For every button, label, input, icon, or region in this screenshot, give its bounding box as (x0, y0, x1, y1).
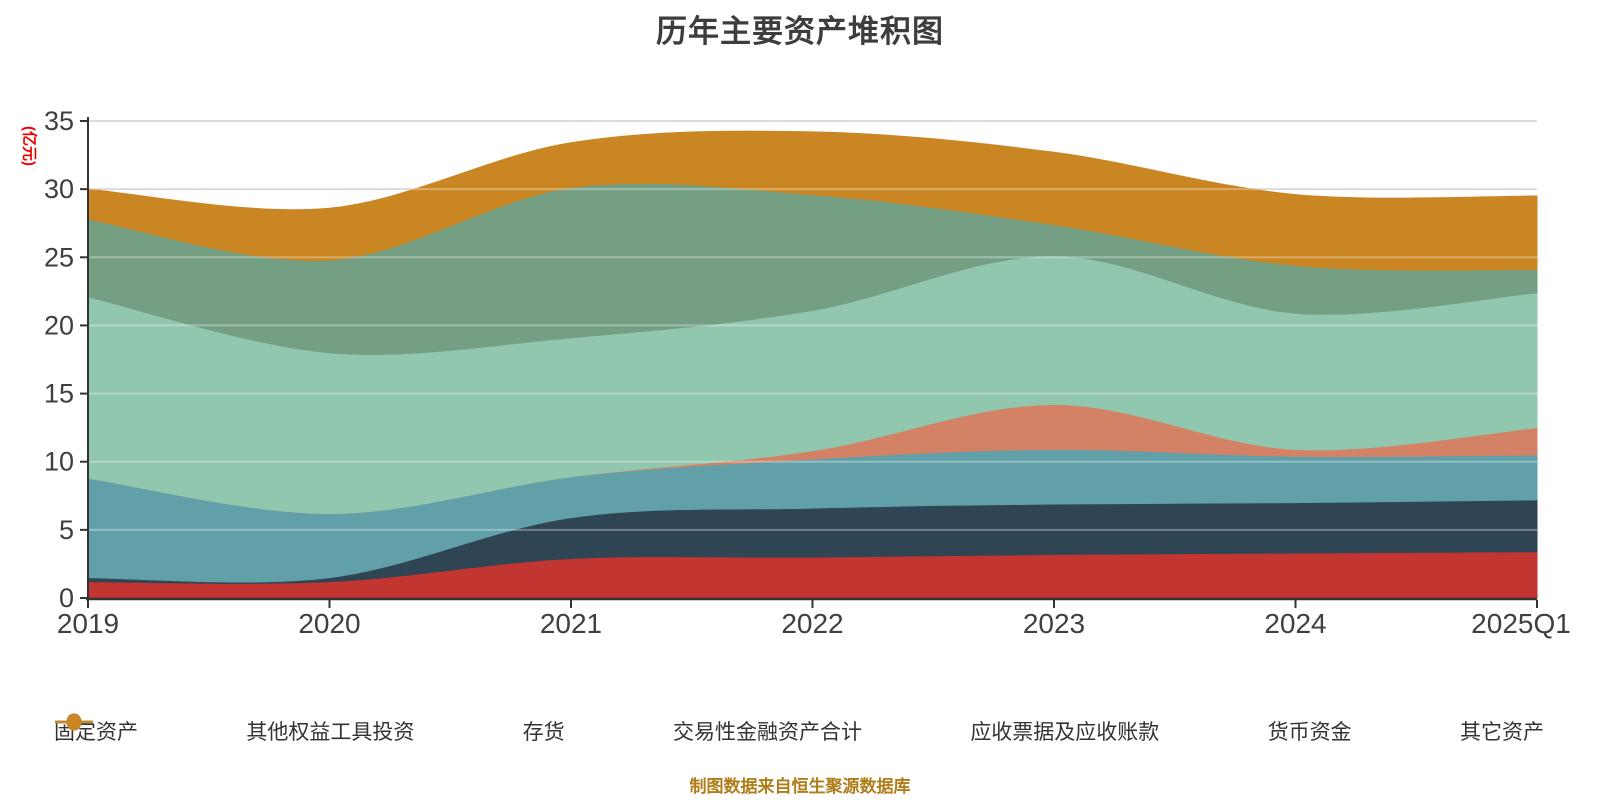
legend-item-3[interactable]: 交易性金融资产合计 (55, 713, 862, 746)
legend-item-5[interactable]: 货币资金 (55, 713, 1352, 746)
y-axis-label: 25 (44, 242, 74, 272)
x-axis-label: 2025Q1 (1471, 608, 1571, 639)
x-axis-label: 2023 (1023, 608, 1085, 639)
x-axis-label: 2021 (540, 608, 602, 639)
legend-label: 其它资产 (1459, 721, 1544, 744)
legend-label: 存货 (522, 721, 565, 744)
y-axis-label: 20 (44, 310, 74, 340)
legend-label: 其他权益工具投资 (246, 721, 415, 744)
y-axis-label: 5 (59, 515, 74, 545)
legend-item-6[interactable]: 其它资产 (55, 713, 1544, 746)
legend-item-1[interactable]: 其他权益工具投资 (55, 713, 415, 746)
chart-title: 历年主要资产堆积图 (656, 14, 944, 49)
y-axis-label: 35 (44, 106, 74, 136)
x-axis-label: 2019 (57, 608, 119, 639)
legend-label: 货币资金 (1267, 721, 1352, 744)
data-source-note: 制图数据来自恒生聚源数据库 (689, 777, 911, 796)
area-series-6[interactable] (87, 130, 1538, 271)
legend-item-2[interactable]: 存货 (55, 713, 565, 746)
legend-item-4[interactable]: 应收票据及应收账款 (55, 713, 1160, 746)
y-axis-label: 30 (44, 174, 74, 204)
legend-label: 应收票据及应收账款 (970, 721, 1160, 744)
y-axis-label: 0 (59, 583, 74, 613)
x-axis-label: 2020 (298, 608, 360, 639)
legend-label: 交易性金融资产合计 (672, 721, 862, 744)
y-axis-label: 10 (44, 447, 74, 477)
y-axis-label: 15 (44, 379, 74, 409)
x-axis-label: 2024 (1264, 608, 1326, 639)
chart-legend: 固定资产 其他权益工具投资 存货 交易性金融资产合计 应收票据及应收账款 货币资金 其它资产 (54, 713, 1544, 749)
x-axis-label: 2022 (781, 608, 843, 639)
legend-marker-icon (55, 713, 93, 731)
